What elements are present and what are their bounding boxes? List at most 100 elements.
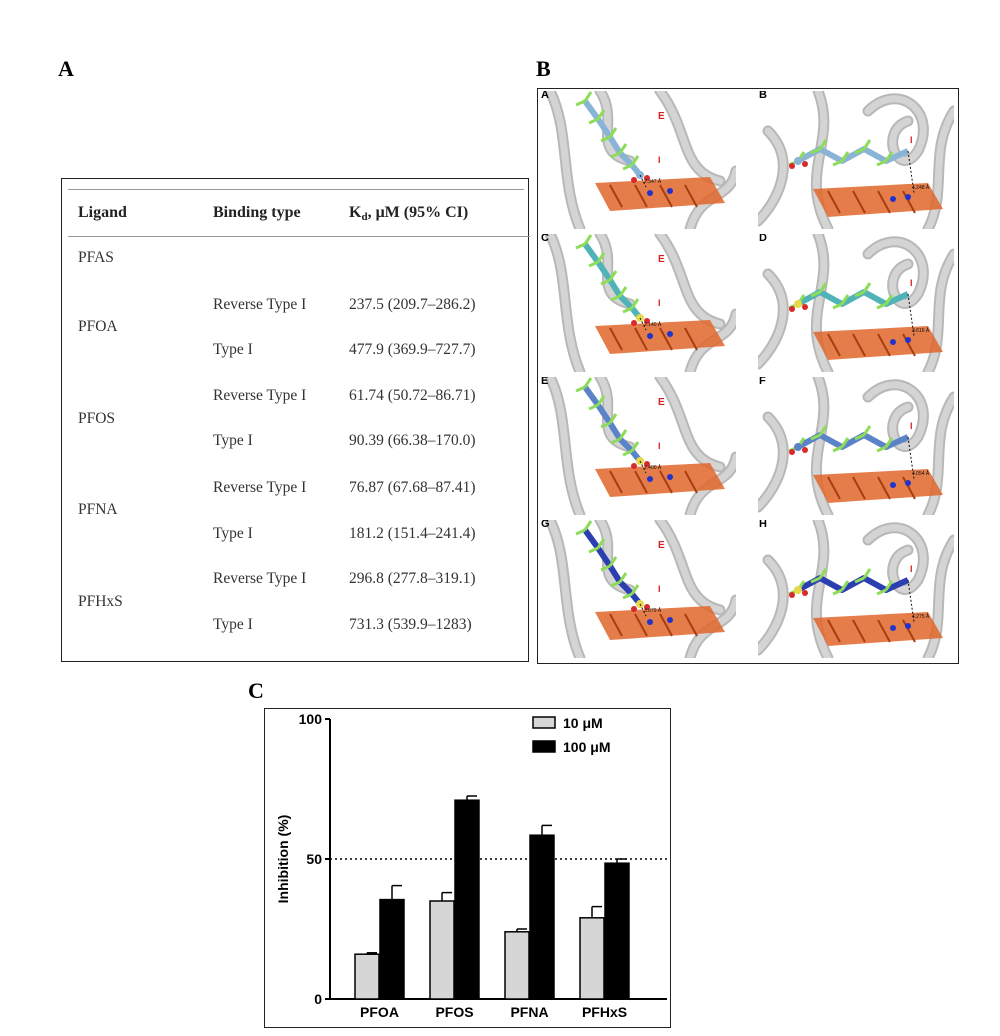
- panel-label-a: A: [58, 56, 74, 81]
- distance-label: 3.879 Å: [644, 607, 662, 614]
- fluorine-bond: [840, 437, 850, 448]
- fluorine-bond: [596, 538, 606, 549]
- bar-pfna-1: [529, 834, 555, 1000]
- kd-table: Ligand Binding type Kd, μM (95% CI) PFAS…: [61, 178, 530, 662]
- panel-label-b: B: [536, 56, 551, 81]
- protein-ribbon-highlight: [546, 91, 584, 229]
- heme-bond: [634, 184, 648, 208]
- heme-bond: [684, 184, 698, 208]
- ligand-chain: [582, 99, 643, 177]
- docking-figure: 2.347 Å E I A 4.248 Å I B 2.140 Å E I C 3.616 Å I D 2.…: [537, 88, 959, 664]
- protein-ribbon-highlight: [864, 524, 927, 593]
- fluorine-bond: [832, 445, 843, 453]
- fluorine-bond: [608, 556, 618, 567]
- fluorine-bond: [854, 147, 865, 155]
- heme-nitrogen: [667, 474, 673, 480]
- protein-ribbon-highlight: [656, 234, 724, 328]
- docking-render: 4.248 Å I: [758, 91, 954, 229]
- kd-pfhxs-reverse: 296.8 (277.8–319.1): [349, 570, 476, 587]
- fluorine-bond: [622, 306, 633, 314]
- kd-pfna-reverse: 76.87 (67.68–87.41): [349, 479, 476, 496]
- protein-ribbon-highlight: [758, 270, 787, 368]
- panel-label-c: C: [248, 678, 264, 703]
- heme-nitrogen: [890, 339, 896, 345]
- ligand-oxygen: [644, 318, 650, 324]
- heme-bond: [902, 190, 916, 214]
- heme-bond: [609, 184, 623, 208]
- heme-bond: [902, 619, 916, 643]
- ligand-oxygen: [789, 592, 795, 598]
- ligand-oxygen: [631, 320, 637, 326]
- protein-ribbon-highlight: [864, 381, 927, 450]
- heme-nitrogen: [667, 331, 673, 337]
- protein-ribbon-highlight: [864, 95, 927, 164]
- heme-bond: [634, 613, 648, 637]
- helix-i-label: I: [910, 278, 913, 288]
- ligand-oxygen: [644, 604, 650, 610]
- fluorine-bond: [583, 377, 593, 388]
- docking-render: 4.275 Å I: [758, 520, 954, 658]
- heme-group: [595, 177, 725, 211]
- protein-ribbon-highlight: [546, 520, 584, 658]
- docking-render: 3.879 Å E I: [540, 520, 736, 658]
- fluorine-bond: [588, 260, 599, 268]
- fluorine-bond: [610, 437, 621, 445]
- fluorine-bond: [876, 588, 887, 596]
- fluorine-bond: [862, 282, 872, 293]
- header-ligand: Ligand: [78, 204, 127, 221]
- fluorine-bond: [596, 252, 606, 263]
- fluorine-bond: [840, 151, 850, 162]
- y-tick-label: 100: [299, 711, 323, 727]
- header-kd: Kd, μM (95% CI): [349, 204, 468, 223]
- x-tick-label: PFHxS: [582, 1004, 627, 1020]
- kd-pfos-type1: 90.39 (66.38–170.0): [349, 432, 476, 449]
- fluorine-bond: [600, 564, 611, 572]
- bar-pfoa-0: [354, 953, 380, 1000]
- inhibition-chart: 0 50 100 Inhibition (%) PFOA PFOS PFNA PFHxS 10 …: [264, 708, 671, 1028]
- fluorine-bond: [588, 546, 599, 554]
- docking-cell-h: 4.275 Å I H: [758, 520, 954, 658]
- fluorine-bond: [818, 139, 828, 150]
- type-pfos-type1: Type I: [213, 432, 253, 449]
- ligand-oxygen: [802, 161, 808, 167]
- heme-bond: [684, 470, 698, 494]
- heme-bond: [877, 333, 891, 357]
- helix-e-label: E: [658, 254, 665, 265]
- fluorine-bond: [818, 282, 828, 293]
- ligand-oxygen: [631, 463, 637, 469]
- table-top-rule: [68, 189, 524, 190]
- fluorine-bond: [862, 139, 872, 150]
- heme-bond: [659, 613, 673, 637]
- header-kd-rest: , μM (95% CI): [367, 204, 469, 221]
- ligand-head-group: [794, 300, 802, 308]
- distance-label: 2.347 Å: [644, 178, 662, 185]
- ligand-oxygen: [789, 449, 795, 455]
- docking-cell-label: E: [541, 377, 549, 387]
- type-pfoa-reverse: Reverse Type I: [213, 296, 307, 313]
- fluorine-bond: [608, 270, 618, 281]
- ligand-chain: [582, 528, 643, 606]
- heme-bond: [877, 619, 891, 643]
- fluorine-bond: [618, 572, 628, 583]
- distance-line: [907, 579, 915, 623]
- fluorine-bond: [630, 441, 640, 452]
- heme-bond: [852, 619, 866, 643]
- helix-i-label: I: [658, 155, 661, 165]
- fluorine-bond: [588, 403, 599, 411]
- kd-pfna-type1: 181.2 (151.4–241.4): [349, 525, 476, 542]
- protein-ribbon-highlight: [864, 238, 927, 307]
- fluorine-bond: [596, 395, 606, 406]
- ligand-oxygen: [802, 590, 808, 596]
- heme-bond: [609, 613, 623, 637]
- fluorine-bond: [818, 568, 828, 579]
- ligand-pfoa: PFOA: [78, 318, 118, 335]
- fluorine-bond: [618, 143, 628, 154]
- heme-bond: [827, 190, 841, 214]
- heme-group: [595, 320, 725, 354]
- legend-swatch-0: [532, 716, 556, 729]
- heme-nitrogen: [890, 482, 896, 488]
- type-pfoa-type1: Type I: [213, 341, 253, 358]
- helix-i-label: I: [910, 135, 913, 145]
- x-tick-label: PFOS: [435, 1004, 473, 1020]
- fluorine-bond: [575, 99, 586, 107]
